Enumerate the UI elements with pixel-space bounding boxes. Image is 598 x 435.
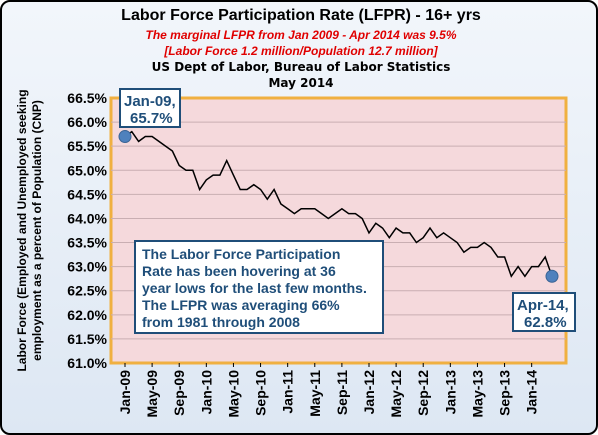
y-tick-label: 64.0% xyxy=(67,210,107,226)
start-callout-box xyxy=(119,88,181,128)
x-tick-label: Jan-09 xyxy=(117,370,133,415)
y-axis-label-line-2: employment as a percent of Population (C… xyxy=(30,100,44,361)
chart-title: Labor Force Participation Rate (LFPR) - … xyxy=(121,7,481,24)
end-point-marker xyxy=(545,269,559,283)
y-tick-label: 65.5% xyxy=(67,138,107,154)
end-callout: Apr-14, 62.8% xyxy=(512,292,576,332)
note-line-5: from 1981 through 2008 xyxy=(142,314,300,330)
x-tick-label: May-13 xyxy=(469,370,485,418)
chart-subtitle-line-1: The marginal LFPR from Jan 2009 - Apr 20… xyxy=(145,28,457,42)
y-tick-label: 63.0% xyxy=(67,259,107,275)
y-tick-label: 66.0% xyxy=(67,114,107,130)
series-line xyxy=(124,130,553,278)
x-tick-label: Jan-11 xyxy=(280,370,296,414)
y-tick-label: 63.5% xyxy=(67,235,107,251)
x-tick-label: Jan-10 xyxy=(198,370,214,415)
series-lfpr xyxy=(124,130,553,278)
end-callout-value: 62.8% xyxy=(524,314,567,331)
start-callout-value: 65.7% xyxy=(130,110,173,127)
y-axis-ticks: 61.0% 61.5% 62.0% 62.5% 63.0% 63.5% 64.0% 64.5%… xyxy=(67,90,107,371)
note-callout: The Labor Force Participation Rate has b… xyxy=(134,240,384,334)
x-tick-label: May-10 xyxy=(225,370,241,418)
y-tick-label: 61.5% xyxy=(67,331,107,347)
date-line: May 2014 xyxy=(268,76,334,90)
x-tick-label: Jan-13 xyxy=(442,370,458,415)
note-line-1: The Labor Force Participation xyxy=(142,246,340,262)
x-tick-label: Jan-14 xyxy=(524,370,540,415)
x-axis-ticks: Jan-09 May-09 Sep-09 Jan-10 May-10 Sep-10 Jan-… xyxy=(117,363,540,417)
x-tick-label: Sep-10 xyxy=(253,370,269,416)
x-tick-label: May-11 xyxy=(307,370,323,417)
x-tick-label: Sep-11 xyxy=(334,370,350,415)
x-tick-label: Sep-13 xyxy=(497,370,513,416)
y-axis-label: Labor Force (Employed and Unemployed see… xyxy=(15,89,44,371)
chart-subtitle-line-2: [Labor Force 1.2 million/Population 12.7… xyxy=(164,44,438,58)
end-callout-box xyxy=(512,292,576,332)
endpoint-markers xyxy=(118,130,559,283)
start-callout-date: Jan-09, xyxy=(124,93,176,110)
end-callout-date: Apr-14, xyxy=(517,297,569,314)
note-line-2: Rate has been hovering at 36 xyxy=(142,263,336,279)
y-tick-label: 62.0% xyxy=(67,307,107,323)
y-tick-label: 66.5% xyxy=(67,90,107,106)
source-line: US Dept of Labor, Bureau of Labor Statis… xyxy=(151,60,451,74)
y-tick-label: 65.0% xyxy=(67,162,107,178)
note-callout-box xyxy=(134,240,384,334)
y-tick-label: 62.5% xyxy=(67,283,107,299)
x-tick-label: May-12 xyxy=(388,370,404,418)
x-tick-label: Jan-12 xyxy=(361,370,377,415)
x-tick-label: Sep-09 xyxy=(171,370,187,416)
note-line-4: The LFPR was averaging 66% xyxy=(142,297,340,313)
y-tick-label: 64.5% xyxy=(67,186,107,202)
x-tick-label: May-09 xyxy=(144,370,160,418)
y-tick-label: 61.0% xyxy=(67,355,107,371)
start-point-marker xyxy=(118,130,132,144)
y-axis-label-line-1: Labor Force (Employed and Unemployed see… xyxy=(15,89,29,371)
note-line-3: year lows for the last few months. xyxy=(142,280,367,296)
x-tick-label: Sep-12 xyxy=(415,370,431,416)
start-callout: Jan-09, 65.7% xyxy=(119,88,181,128)
